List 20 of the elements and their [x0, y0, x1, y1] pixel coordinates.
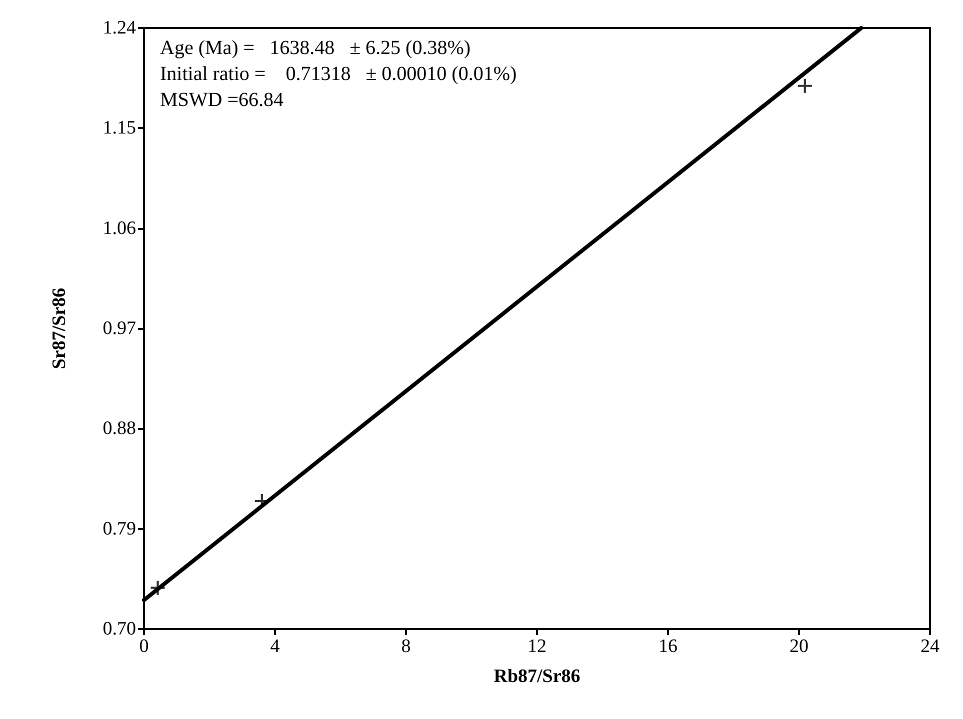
y-tick-label: 1.15 [102, 118, 136, 139]
x-tick-label: 4 [270, 636, 280, 657]
x-axis-title: Rb87/Sr86 [494, 666, 580, 687]
y-tick-label: 1.24 [102, 18, 136, 38]
x-tick-label: 16 [658, 636, 678, 657]
y-tick-label: 0.97 [102, 318, 136, 339]
point [150, 580, 165, 595]
x-tick-label: 8 [401, 636, 411, 657]
y-tick-label: 1.06 [102, 218, 136, 239]
annotation: MSWD =66.84 [160, 89, 284, 111]
annotation: Age (Ma) = 1638.48 ± 6.25 (0.38%) [160, 37, 471, 59]
annotation: Initial ratio = 0.71318 ± 0.00010 (0.01%) [160, 63, 517, 85]
x-tick-label: 20 [790, 636, 808, 657]
x-tick-label: 0 [139, 636, 149, 657]
y-tick-label: 0.79 [102, 518, 136, 540]
y-axis-title: Sr87/Sr86 [49, 288, 70, 370]
y-tick-label: 0.88 [102, 418, 136, 440]
y-tick-label: 0.70 [102, 618, 136, 640]
x-tick-label: 12 [528, 636, 546, 657]
x-tick-label: 24 [920, 636, 940, 657]
